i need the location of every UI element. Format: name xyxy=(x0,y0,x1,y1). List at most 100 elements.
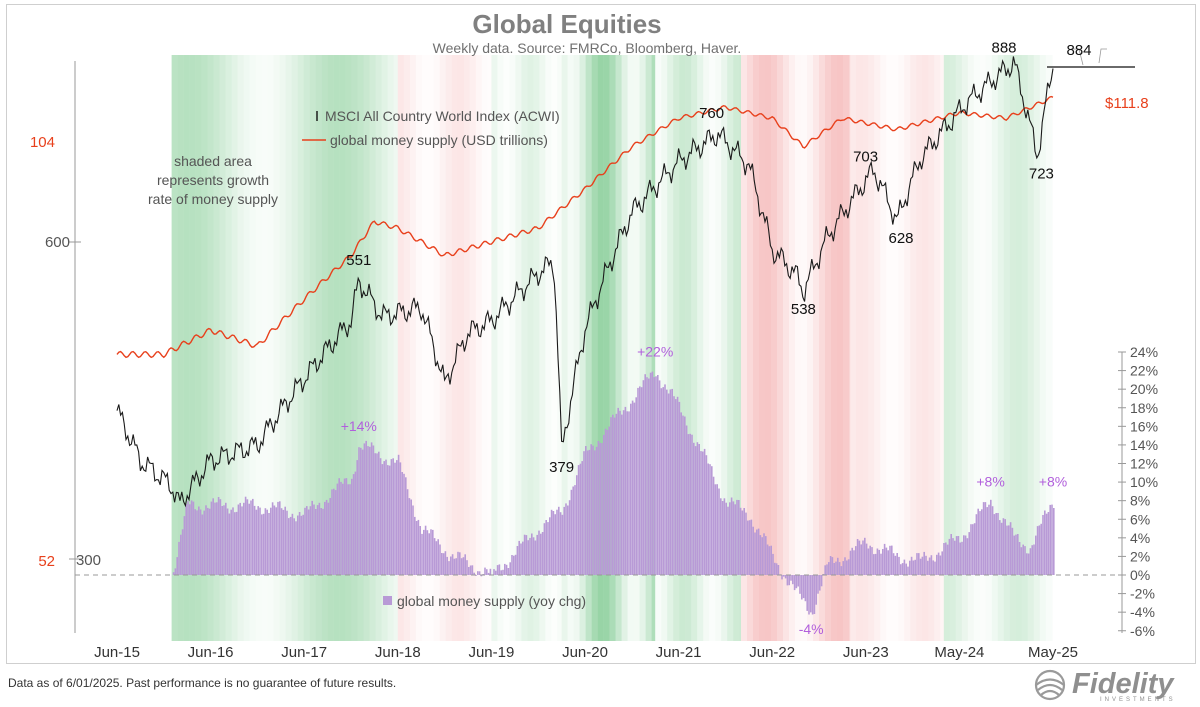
shade-stripe xyxy=(213,55,220,641)
right-tick-label: 16% xyxy=(1130,418,1158,434)
ytick-52: 52 xyxy=(38,553,55,570)
yoy-bar xyxy=(563,506,565,575)
yoy-bar xyxy=(797,575,799,587)
yoy-bar xyxy=(174,568,177,575)
yoy-bar xyxy=(525,535,528,575)
shade-stripe xyxy=(837,55,843,641)
yoy-bar xyxy=(774,562,776,575)
yoy-bar xyxy=(711,466,713,575)
shade-stripe xyxy=(273,55,280,641)
yoy-bar xyxy=(842,561,844,575)
yoy-bar xyxy=(590,444,592,575)
yoy-bar xyxy=(257,506,259,575)
yoy-bar xyxy=(594,450,596,575)
brand-subtitle: INVESTMENTS xyxy=(1100,697,1176,703)
x-tick-label: Jun-16 xyxy=(188,644,234,661)
yoy-bar xyxy=(396,460,398,575)
yoy-bar xyxy=(957,536,960,575)
yoy-bar xyxy=(543,523,546,575)
yoy-bar xyxy=(597,441,600,575)
axes xyxy=(69,61,1126,633)
yoy-bar xyxy=(410,499,412,575)
yoy-bar xyxy=(399,462,402,575)
right-tick-label: 24% xyxy=(1130,344,1158,360)
shade-stripe xyxy=(1003,55,1010,641)
yoy-bar xyxy=(459,552,461,575)
yoy-bar xyxy=(496,565,499,575)
yoy-bar xyxy=(777,565,780,575)
yoy-bar xyxy=(237,504,240,575)
ytick-300: 300 xyxy=(76,552,101,569)
yoy-bar xyxy=(678,401,681,575)
yoy-bar xyxy=(730,497,733,575)
shade-stripe xyxy=(777,55,783,641)
yoy-bar xyxy=(833,563,835,575)
yoy-bar xyxy=(975,514,978,575)
yoy-bar xyxy=(736,499,738,575)
yoy-bar xyxy=(1047,512,1050,575)
yoy-bar xyxy=(498,564,501,575)
shade-stripe xyxy=(849,55,851,641)
yoy-bar xyxy=(806,575,808,611)
yoy-bar xyxy=(664,384,666,575)
yoy-bar xyxy=(297,515,299,575)
yoy-bar xyxy=(793,575,796,591)
yoy-bar xyxy=(887,550,889,575)
label-leader-884 xyxy=(1098,48,1107,64)
yoy-bar xyxy=(298,512,301,575)
shade-stripe xyxy=(603,55,610,641)
yoy-bar xyxy=(775,563,778,575)
shade-stripe xyxy=(375,55,382,641)
yoy-bar xyxy=(894,555,897,575)
yoy-bar xyxy=(756,529,758,575)
shade-stripe xyxy=(856,55,863,641)
yoy-bar xyxy=(748,520,751,575)
yoy-bar xyxy=(435,541,438,575)
shade-stripe xyxy=(621,55,628,641)
yoy-bar xyxy=(286,510,288,575)
yoy-bar xyxy=(304,507,306,575)
shade-stripe xyxy=(189,55,196,641)
shade-stripe xyxy=(315,55,322,641)
yoy-bar xyxy=(948,538,951,575)
yoy-bar xyxy=(378,451,380,575)
yoy-bar xyxy=(912,560,915,575)
yoy-bar xyxy=(903,559,906,575)
yoy-bar xyxy=(615,413,618,575)
yoy-bar xyxy=(250,500,252,575)
x-tick-label: Jun-18 xyxy=(375,644,421,661)
acwi-value-label: 723 xyxy=(1029,166,1054,183)
yoy-bar xyxy=(970,524,972,575)
shade-stripe xyxy=(819,55,825,641)
shade-stripe xyxy=(403,55,410,641)
shade-stripe xyxy=(1027,55,1034,641)
yoy-bar xyxy=(646,377,648,575)
yoy-value-label: -4% xyxy=(799,621,824,637)
acwi-value-label: 379 xyxy=(549,459,574,476)
shade-stripe xyxy=(922,55,929,641)
yoy-bar xyxy=(961,541,963,575)
yoy-bar xyxy=(201,514,204,575)
yoy-bar xyxy=(484,567,486,575)
fidelity-logo: Fidelity INVESTMENTS xyxy=(1030,668,1196,703)
yoy-bar xyxy=(446,556,448,575)
yoy-bar xyxy=(1036,526,1039,575)
yoy-bar xyxy=(766,544,769,575)
chart-text: 600 300 104 52 24% 22% 20% 18% 16% 14% 12% 10% 8% 6% 4… xyxy=(30,9,1158,661)
yoy-bar xyxy=(313,504,315,575)
yoy-bar xyxy=(610,417,612,575)
yoy-bar xyxy=(426,530,429,575)
yoy-bar xyxy=(633,402,636,575)
yoy-bar xyxy=(392,458,394,575)
yoy-bar xyxy=(738,500,740,575)
yoy-bar xyxy=(234,512,236,575)
yoy-bar xyxy=(655,376,657,575)
shade-stripe xyxy=(955,55,962,641)
yoy-bar xyxy=(801,575,803,600)
x-tick-label: Jun-21 xyxy=(656,644,702,661)
shade-stripe xyxy=(369,55,376,641)
yoy-bar xyxy=(885,547,888,575)
yoy-bar xyxy=(495,570,497,575)
yoy-bar xyxy=(990,499,992,575)
yoy-bar xyxy=(876,548,879,575)
